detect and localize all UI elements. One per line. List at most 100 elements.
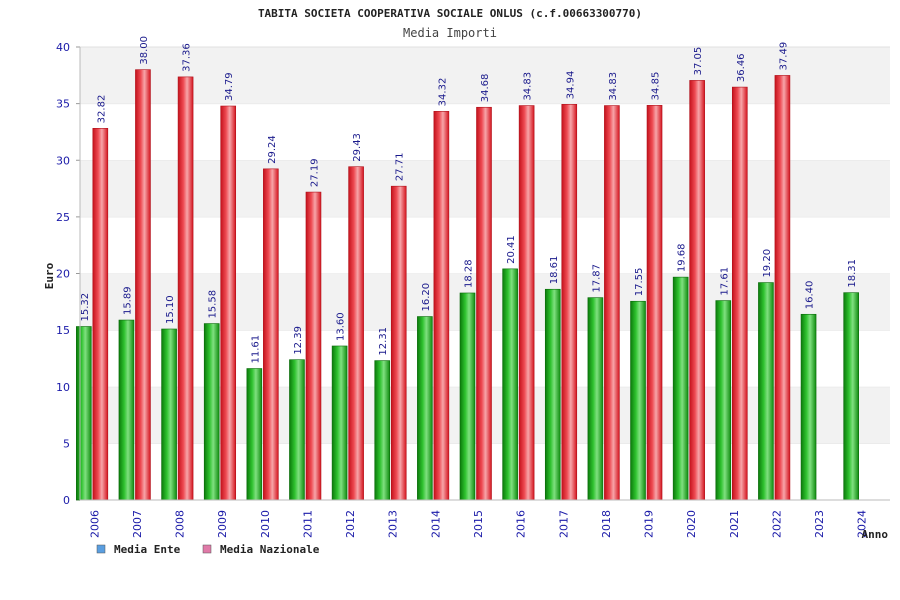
bar-value-label: 16.20 [421,283,432,312]
bar-media-ente [459,292,476,501]
y-tick-label: 40 [56,41,70,54]
bar-value-label: 19.20 [762,249,773,278]
x-tick-label: 2016 [515,510,528,538]
x-tick-label: 2021 [728,510,741,538]
bar-media-ente [417,316,433,501]
bar-value-label: 29.24 [267,135,278,164]
bar-value-label: 37.49 [778,42,789,71]
bar-media-ente [289,359,305,501]
x-tick-label: 2007 [131,510,144,538]
bar-media-nazionale [348,166,364,501]
bar-value-label: 34.83 [523,72,534,101]
x-tick-label: 2022 [770,510,783,538]
bar-value-label: 17.61 [719,267,730,296]
bar-media-ente [672,276,689,501]
bar-media-nazionale [177,76,194,501]
x-tick-label: 2013 [387,510,400,538]
y-tick-label: 10 [56,381,70,394]
bar-value-label: 18.31 [847,259,858,288]
value-labels: 15.32 32.82 15.89 38.00 15.10 37.36 15.58 34.79… [80,36,858,364]
bar-value-label: 15.58 [208,290,219,319]
bar-value-label: 15.32 [80,293,91,322]
bar-media-nazionale [476,106,492,501]
grid-band [80,47,890,104]
legend-label-nazionale: Media Nazionale [220,543,320,556]
bar-value-label: 37.05 [693,47,704,76]
bar-media-ente [630,300,646,501]
x-axis-label: Anno [862,528,889,541]
bar-media-ente [76,326,92,501]
y-tick-label: 20 [56,268,70,281]
bar-value-label: 37.36 [182,43,193,72]
bar-media-nazionale [518,105,535,501]
chart-title: TABITA SOCIETA COOPERATIVA SOCIALE ONLUS… [258,7,642,20]
bar-media-ente [161,328,177,501]
bar-value-label: 32.82 [96,95,107,124]
bar-media-ente [331,345,348,501]
x-tick-label: 2023 [813,510,826,538]
bar-value-label: 17.87 [591,264,602,293]
bar-media-ente [502,268,518,501]
bar-media-ente [587,297,604,501]
x-tick-label: 2019 [643,510,656,538]
y-tick-label: 0 [63,494,70,507]
bar-value-label: 12.39 [293,326,304,355]
bar-media-nazionale [561,104,578,501]
y-tick-label: 15 [56,324,70,337]
legend: Media Ente Media Nazionale [96,543,320,556]
bar-value-label: 27.71 [395,153,406,182]
bar-value-label: 38.00 [139,36,150,65]
bar-media-nazionale [135,69,151,501]
bar-value-label: 11.61 [250,335,261,364]
bar-value-label: 36.46 [736,53,747,82]
x-tick-label: 2010 [259,510,272,538]
bar-media-nazionale [731,86,748,501]
bar-media-nazionale [390,185,407,501]
bar-media-nazionale [305,191,322,501]
x-tick-label: 2008 [174,510,187,538]
x-tick-label: 2006 [88,510,101,538]
bar-value-label: 12.31 [378,327,389,356]
bar-value-label: 15.89 [122,286,133,315]
bar-media-nazionale [433,111,450,501]
bar-media-ente [800,313,817,501]
y-tick-label: 35 [56,98,70,111]
bar-media-nazionale [774,75,791,501]
y-tick-label: 30 [56,154,70,167]
x-tick-label: 2011 [301,510,314,538]
bar-media-nazionale [263,168,279,501]
bar-value-label: 29.43 [352,133,363,162]
y-tick-label: 5 [63,437,70,450]
x-tick-label: 2018 [600,510,613,538]
x-tick-label: 2012 [344,510,357,538]
x-tick-label: 2015 [472,510,485,538]
legend-swatch-nazionale [202,544,212,554]
bar-media-nazionale [604,105,620,501]
bar-media-ente [843,292,859,501]
y-axis-label: Euro [43,262,56,289]
bar-media-nazionale [92,128,109,501]
bar-media-nazionale [646,105,663,501]
legend-swatch-ente [96,544,106,554]
bar-value-label: 16.40 [805,281,816,310]
bar-value-label: 18.28 [464,259,475,288]
bar-value-label: 34.79 [224,72,235,101]
bar-media-nazionale [689,80,705,501]
bar-value-label: 20.41 [506,235,517,264]
bar-value-label: 19.68 [677,243,688,272]
y-axis-ticks: 0 5 10 15 20 25 30 35 40 [56,41,80,507]
bar-value-label: 34.94 [565,71,576,100]
bar-media-ente [118,319,135,501]
bars [76,69,859,501]
bar-media-ente [715,300,732,501]
bar-media-ente [374,360,391,501]
y-tick-label: 25 [56,211,70,224]
x-tick-label: 2020 [685,510,698,538]
x-tick-label: 2024 [856,510,869,538]
bar-value-label: 18.61 [549,256,560,285]
x-tick-label: 2017 [557,510,570,538]
bar-value-label: 13.60 [336,312,347,341]
x-tick-label: 2009 [216,510,229,538]
bar-value-label: 15.10 [165,295,176,324]
